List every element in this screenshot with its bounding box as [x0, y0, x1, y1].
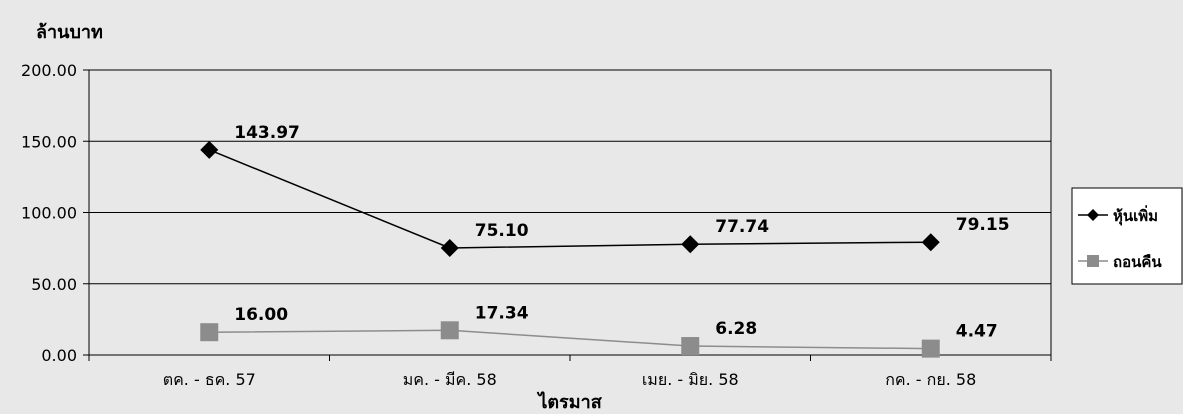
legend-marker-square [1087, 255, 1099, 267]
data-point-square [921, 339, 940, 358]
data-point-square [200, 323, 219, 342]
y-tick-label: 100.00 [21, 204, 77, 223]
data-point-diamond [440, 238, 459, 257]
data-point-square [681, 337, 700, 356]
data-point-diamond [921, 233, 940, 252]
data-point-diamond [200, 140, 219, 159]
x-tick-label: มค. - มีค. 58 [403, 370, 497, 389]
legend-label: ถอนคืน [1113, 253, 1162, 271]
y-tick-label: 0.00 [41, 346, 77, 365]
y-axis-title: ล้านบาท [36, 22, 103, 43]
data-label: 16.00 [234, 305, 288, 325]
data-label: 143.97 [234, 123, 300, 143]
x-axis-title: ไตรมาส [536, 391, 602, 410]
legend-box [1071, 187, 1183, 285]
legend-label: หุ้นเพิ่ม [1113, 205, 1158, 226]
y-tick-label: 200.00 [21, 61, 77, 80]
data-label: 17.34 [475, 303, 529, 323]
data-label: 79.15 [956, 215, 1010, 235]
data-point-diamond [681, 235, 700, 254]
data-label: 75.10 [475, 221, 529, 241]
series-line [208, 149, 931, 249]
legend-marker-diamond [1087, 209, 1099, 221]
x-tick-label: เมย. - มิย. 58 [642, 370, 739, 389]
y-tick-label: 150.00 [21, 132, 77, 151]
data-point-square [440, 321, 459, 340]
data-label: 4.47 [956, 322, 998, 342]
x-tick-label: ตค. - ธค. 57 [163, 370, 256, 389]
data-label: 6.28 [715, 319, 757, 339]
y-tick-label: 50.00 [31, 275, 77, 294]
x-tick-label: กค. - กย. 58 [885, 370, 976, 389]
series-line [209, 329, 931, 350]
data-label: 77.74 [715, 217, 769, 237]
